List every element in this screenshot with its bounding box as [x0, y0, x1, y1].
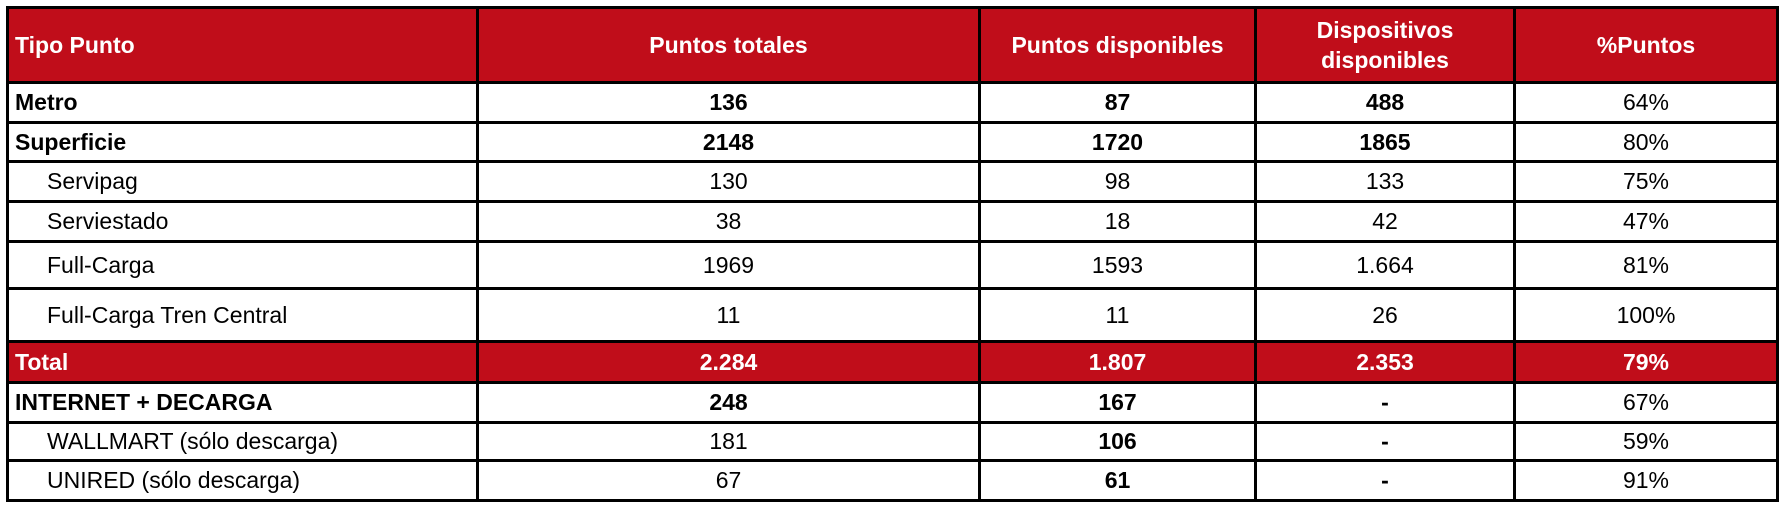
cell: 488: [1254, 81, 1516, 124]
row-label: INTERNET + DECARGA: [6, 381, 479, 424]
cell: 136: [476, 81, 981, 124]
table-row: Total 2.284 1.807 2.353 79%: [6, 340, 1779, 384]
cell: -: [1254, 459, 1516, 502]
cell: 2148: [476, 121, 981, 163]
cell: 100%: [1513, 287, 1779, 343]
table-row: UNIRED (sólo descarga) 67 61-91%: [6, 459, 1779, 502]
cell: 1865: [1254, 121, 1516, 163]
cell: 67: [476, 459, 981, 502]
cell: 18: [978, 200, 1257, 243]
table-row: Metro 136 87 488 64%: [6, 81, 1779, 124]
cell: 167: [978, 381, 1257, 424]
cell: 47%: [1513, 200, 1779, 243]
cell: 1593: [978, 240, 1257, 290]
cell: 11: [978, 287, 1257, 343]
row-label: Total: [6, 340, 479, 384]
row-label: WALLMART (sólo descarga): [6, 421, 479, 462]
cell: 59%: [1513, 421, 1779, 462]
row-label: UNIRED (sólo descarga): [6, 459, 479, 502]
table-body: Metro 136 87 488 64% Superficie 2148 1720 1865 80…: [6, 81, 1779, 502]
table-row: Full-Carga Tren Central 11 11 26 100%: [6, 287, 1779, 343]
row-label: Metro: [6, 81, 479, 124]
cell: 81%: [1513, 240, 1779, 290]
cell: 26: [1254, 287, 1516, 343]
cell: 75%: [1513, 160, 1779, 203]
table-row: WALLMART (sólo descarga) 181 106-59%: [6, 421, 1779, 462]
table-row: Serviestado 38 18 42 47%: [6, 200, 1779, 243]
cell: 133: [1254, 160, 1516, 203]
cell: 248: [476, 381, 981, 424]
cell: 91%: [1513, 459, 1779, 502]
header-cell: Dispositivos disponibles: [1254, 6, 1516, 84]
header-cell: Puntos totales: [476, 6, 981, 84]
cell: 61: [978, 459, 1257, 502]
table-row: Servipag 130 98 133 75%: [6, 160, 1779, 203]
data-table: Tipo Punto Puntos totales Puntos disponibl…: [6, 6, 1779, 502]
cell: 79%: [1513, 340, 1779, 384]
header-row: Tipo Punto Puntos totales Puntos disponibl…: [6, 6, 1779, 84]
cell: 67%: [1513, 381, 1779, 424]
cell: 38: [476, 200, 981, 243]
cell: 181: [476, 421, 981, 462]
cell: 64%: [1513, 81, 1779, 124]
cell: 98: [978, 160, 1257, 203]
cell: 106: [978, 421, 1257, 462]
table-row: Superficie 2148 1720 1865 80%: [6, 121, 1779, 163]
cell: 1.664: [1254, 240, 1516, 290]
table-row: INTERNET + DECARGA 248 167-67%: [6, 381, 1779, 424]
row-label: Servipag: [6, 160, 479, 203]
header-cell: Puntos disponibles: [978, 6, 1257, 84]
header-cell: Tipo Punto: [6, 6, 479, 84]
cell: 1720: [978, 121, 1257, 163]
cell: 2.353: [1254, 340, 1516, 384]
cell: 130: [476, 160, 981, 203]
cell: 1969: [476, 240, 981, 290]
row-label: Serviestado: [6, 200, 479, 243]
cell: 87: [978, 81, 1257, 124]
cell: 2.284: [476, 340, 981, 384]
cell: -: [1254, 421, 1516, 462]
cell: -: [1254, 381, 1516, 424]
row-label: Superficie: [6, 121, 479, 163]
header-cell: %Puntos: [1513, 6, 1779, 84]
cell: 80%: [1513, 121, 1779, 163]
cell: 11: [476, 287, 981, 343]
row-label: Full-Carga Tren Central: [6, 287, 479, 343]
cell: 1.807: [978, 340, 1257, 384]
row-label: Full-Carga: [6, 240, 479, 290]
cell: 42: [1254, 200, 1516, 243]
table-row: Full-Carga 1969 1593 1.664 81%: [6, 240, 1779, 290]
